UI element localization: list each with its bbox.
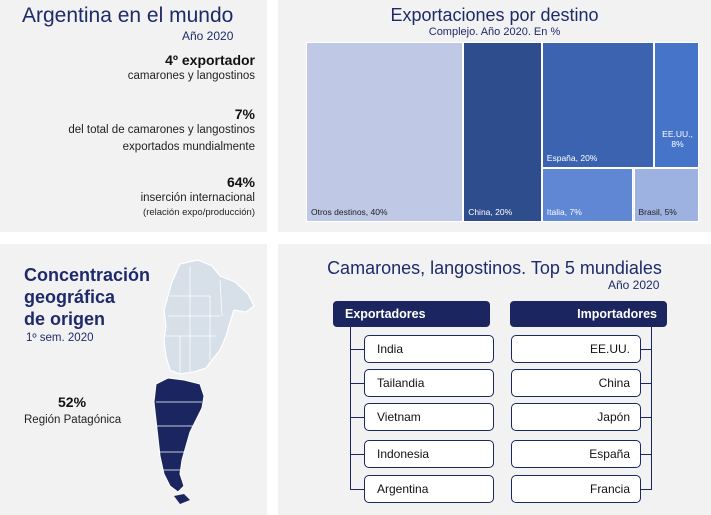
exporters-connector-tick <box>350 417 364 418</box>
importers-connector-tick <box>641 349 651 350</box>
panel2-title: Exportaciones por destino <box>390 5 599 25</box>
treemap-cell: España, 20% <box>541 42 655 168</box>
treemap-cell: Italia, 7% <box>541 168 634 222</box>
map-tierra-del-fuego <box>174 494 190 504</box>
treemap-cell: Brasil, 5% <box>633 168 699 222</box>
treemap-cell: EE.UU., 8% <box>654 42 699 168</box>
importers-header: Importadores <box>510 301 667 327</box>
exporter-item: Tailandia <box>364 369 494 397</box>
geographic-origin-panel: Concentración geográfica de origen 1º se… <box>0 244 267 515</box>
importer-item: China <box>511 369 641 397</box>
top5-world-panel: Camarones, langostinos. Top 5 mundiales … <box>278 244 711 515</box>
treemap-cell-label: Brasil, 5% <box>638 207 677 217</box>
panel3-subtitle: 1º sem. 2020 <box>26 332 94 344</box>
treemap-cell: Otros destinos, 40% <box>306 42 464 222</box>
stat2-label-line2: exportados mundialmente <box>122 141 255 153</box>
stat3-note: (relación expo/producción) <box>143 207 255 218</box>
exporters-header: Exportadores <box>333 301 490 327</box>
panel3-title: Concentración geográfica de origen <box>24 264 150 330</box>
patagonia-share-label: Región Patagónica <box>24 414 122 426</box>
importers-connector-tick <box>641 454 651 455</box>
stat-world-share: 7% del total de camarones y langostinos … <box>68 106 255 156</box>
stat1-value: 4º exportador <box>165 52 255 68</box>
panel3-title-line3: de origen <box>24 309 106 329</box>
exporter-item: Argentina <box>364 475 494 503</box>
stat2-value: 7% <box>234 106 255 122</box>
treemap-cell-label: Italia, 7% <box>546 207 582 217</box>
exporters-connector-tick <box>350 454 364 455</box>
exports-by-destination-panel: Exportaciones por destino Complejo. Año … <box>278 0 711 232</box>
map-patagonia-borders <box>156 401 202 471</box>
map-province-borders <box>166 266 223 374</box>
argentina-map <box>153 259 255 504</box>
exporter-item: Indonesia <box>364 440 494 468</box>
panel1-year: Año 2020 <box>182 29 234 43</box>
panel4-title: Camarones, langostinos. Top 5 mundiales <box>327 258 662 278</box>
panel1-title: Argentina en el mundo <box>22 4 234 27</box>
patagonia-share-value: 52% <box>58 394 87 410</box>
importers-connector-tick <box>641 383 651 384</box>
exporter-item: India <box>364 335 494 363</box>
treemap-cell-label: Otros destinos, 40% <box>311 207 388 217</box>
treemap-cell-label: EE.UU., 8% <box>662 129 693 149</box>
panel3-title-line2: geográfica <box>24 287 116 307</box>
importer-item: EE.UU. <box>511 335 641 363</box>
stat2-label-line1: del total de camarones y langostinos <box>68 124 255 136</box>
panel3-title-line1: Concentración <box>24 265 151 285</box>
treemap-cell-label: España, 20% <box>546 153 598 163</box>
panel4-year: Año 2020 <box>608 278 660 292</box>
stat3-value: 64% <box>226 174 255 190</box>
importer-item: España <box>511 440 641 468</box>
stat-exporter-rank: 4º exportador camarones y langostinos <box>128 52 255 85</box>
exporters-connector-tick <box>350 383 364 384</box>
importer-item: Japón <box>511 403 641 431</box>
stat-international-insertion: 64% inserción internacional (relación ex… <box>141 174 255 218</box>
destination-treemap: Otros destinos, 40% China, 20% España, 20%… <box>306 42 699 222</box>
importers-connector-line <box>651 327 652 490</box>
map-north-region <box>163 259 255 375</box>
importer-item: Francia <box>511 475 641 503</box>
exporters-connector-line <box>350 327 351 490</box>
stat1-label: camarones y langostinos <box>127 70 255 82</box>
exporters-connector-tick <box>350 489 364 490</box>
importers-connector-tick <box>641 417 651 418</box>
exporters-connector-tick <box>350 349 364 350</box>
argentina-world-panel: Argentina en el mundo Año 2020 4º export… <box>0 0 267 232</box>
treemap-cell: China, 20% <box>463 42 542 222</box>
treemap-cell-label: China, 20% <box>468 207 513 217</box>
map-patagonia-region <box>153 377 205 493</box>
importers-connector-tick <box>641 489 651 490</box>
exporter-item: Vietnam <box>364 403 494 431</box>
stat3-label: inserción internacional <box>140 192 255 204</box>
panel2-subtitle: Complejo. Año 2020. En % <box>428 26 561 38</box>
